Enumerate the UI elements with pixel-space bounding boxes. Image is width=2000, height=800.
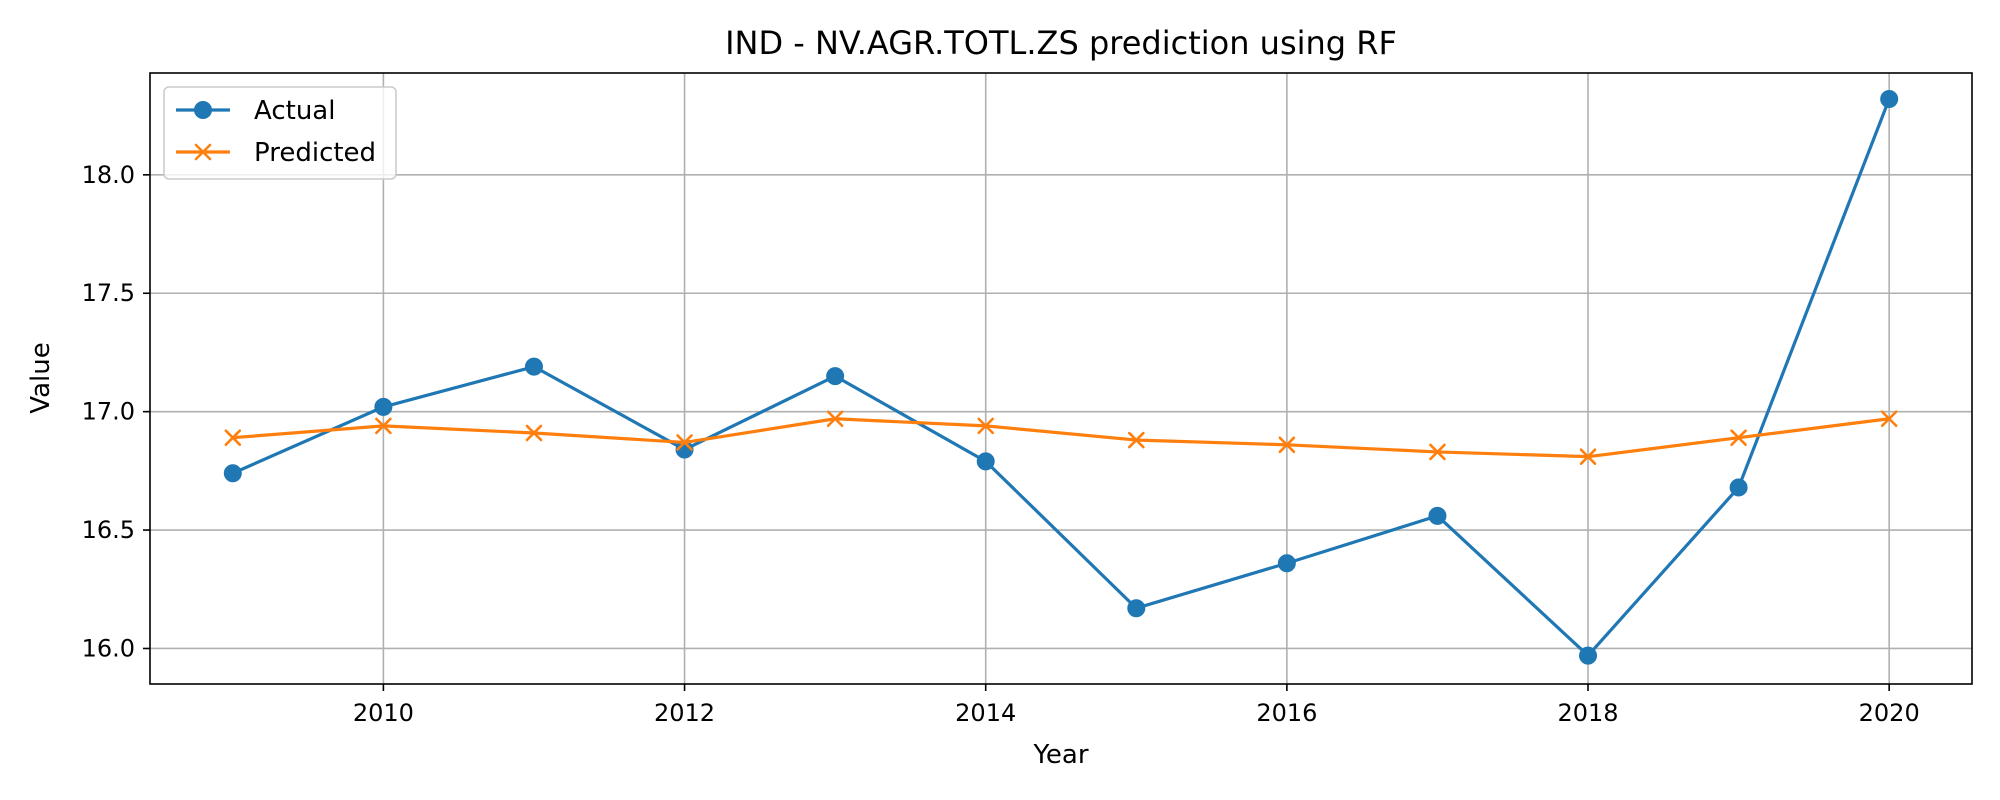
x-tick-label: 2010 <box>353 699 414 727</box>
series-actual-point <box>1729 478 1748 497</box>
y-axis-label: Value <box>26 342 56 413</box>
series-actual-point <box>1277 554 1296 573</box>
series-actual-point <box>223 464 242 483</box>
y-tick-label: 17.0 <box>82 398 135 426</box>
x-tick-label: 2012 <box>654 699 715 727</box>
axes-frame <box>149 72 1973 685</box>
series-predicted-point <box>1127 431 1145 449</box>
legend-actual-marker <box>194 101 212 119</box>
series-layer <box>223 90 1899 665</box>
series-actual-point <box>1880 90 1899 109</box>
legend-actual-label: Actual <box>254 96 335 126</box>
y-tick-label: 17.5 <box>82 279 135 307</box>
series-actual-point <box>976 452 995 471</box>
series-actual-point <box>1127 599 1146 618</box>
x-tick-label: 2018 <box>1557 699 1618 727</box>
legend-entries: Actual Predicted <box>176 96 376 168</box>
series-predicted <box>224 410 1898 465</box>
series-predicted-point <box>977 417 995 435</box>
chart-title: IND - NV.AGR.TOTL.ZS prediction using RF <box>725 24 1397 62</box>
series-predicted-point <box>525 424 543 442</box>
y-tick-label: 16.5 <box>82 516 135 544</box>
series-actual-line <box>231 97 1891 658</box>
series-predicted-point <box>1880 410 1898 428</box>
series-predicted-point <box>375 417 392 435</box>
x-tick-label: 2014 <box>955 699 1016 727</box>
series-actual-point <box>826 367 845 386</box>
legend-predicted-marker <box>194 143 212 161</box>
y-tick-label: 18.0 <box>82 161 135 189</box>
x-axis-label: Year <box>1032 740 1088 770</box>
x-tick-label: 2016 <box>1256 699 1317 727</box>
axis-ticks: 2010 2012 2014 2016 2018 2020 16.0 16.5 17.0 17.5… <box>82 161 1920 727</box>
series-predicted-point <box>1730 429 1747 447</box>
x-tick-label: 2020 <box>1859 699 1920 727</box>
grid-lines <box>150 73 1972 684</box>
series-predicted-point <box>1579 448 1597 465</box>
legend: Actual Predicted <box>163 86 397 180</box>
series-actual-point <box>524 357 543 376</box>
series-actual-point <box>1428 506 1447 525</box>
series-predicted-point <box>676 434 693 451</box>
series-predicted-point <box>224 429 242 447</box>
y-tick-label: 16.0 <box>82 634 135 662</box>
series-predicted-line <box>231 417 1891 459</box>
series-predicted-point <box>1429 443 1446 461</box>
series-predicted-point <box>1278 436 1296 454</box>
legend-predicted-label: Predicted <box>254 138 376 168</box>
series-actual-point <box>1579 646 1598 665</box>
series-predicted-point <box>826 410 844 428</box>
series-actual-point <box>374 397 393 416</box>
